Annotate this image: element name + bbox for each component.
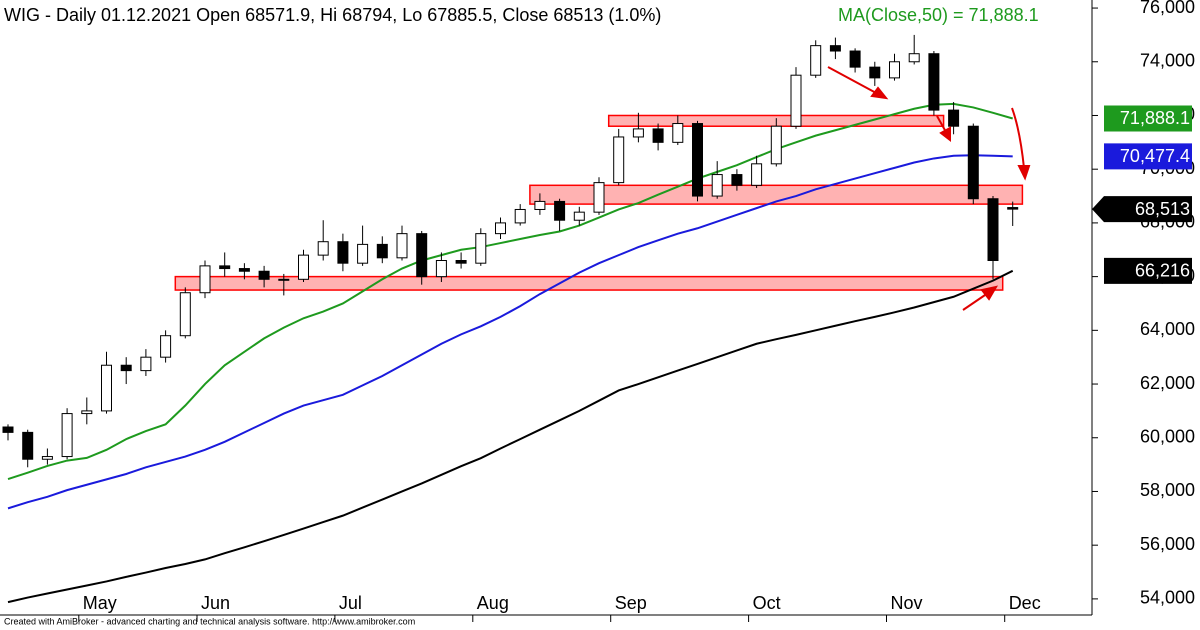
candle-body: [495, 222, 506, 235]
candle-body: [948, 109, 960, 127]
candle-body: [22, 431, 34, 460]
candle-body: [652, 128, 664, 143]
candle-body: [160, 335, 172, 358]
x-tick-label: Aug: [477, 593, 509, 613]
candle-body: [534, 200, 546, 210]
candle-body: [416, 233, 428, 278]
candle-body: [554, 200, 566, 221]
last-value-tag: [1092, 196, 1192, 223]
candle-body: [928, 53, 940, 111]
candle-body: [908, 53, 920, 63]
x-tick-label: Dec: [1009, 593, 1041, 613]
y-tick-label: 60,000: [1140, 427, 1195, 447]
candle-body: [357, 243, 369, 264]
candle-body: [711, 174, 723, 197]
candle-body: [889, 61, 900, 79]
last-value-tag: [1104, 257, 1192, 284]
candle-body: [731, 174, 743, 186]
footer: Created with AmiBroker - advanced charti…: [4, 616, 415, 626]
candle-body: [238, 268, 250, 272]
last-value-tag: [1104, 143, 1192, 170]
candle-body: [41, 456, 53, 460]
candle-body: [258, 270, 270, 280]
plot-area: [2, 34, 1024, 604]
candle-body: [967, 125, 979, 200]
candle-body: [869, 66, 881, 79]
candle-body: [514, 208, 526, 224]
arrow-head: [980, 285, 999, 301]
y-tick-label: 58,000: [1140, 480, 1195, 500]
ma-line: [7, 154, 1013, 510]
support-zone: [529, 184, 1024, 205]
ma-line: [7, 269, 1014, 604]
candle-body: [219, 265, 231, 270]
last-value-label: 70,477.4: [1120, 146, 1190, 166]
candle-body: [1007, 207, 1019, 210]
arrow: [962, 292, 989, 311]
candle-body: [376, 243, 388, 259]
candle-body: [573, 211, 585, 221]
arrows: [827, 66, 1031, 311]
y-tick-label: 62,000: [1140, 373, 1195, 393]
candle-body: [593, 182, 605, 213]
candle-body: [101, 364, 112, 412]
arrow: [827, 66, 879, 95]
candle-body: [61, 413, 73, 458]
ma-title: MA(Close,50) = 71,888.1: [838, 5, 1039, 25]
candle-body: [632, 128, 644, 138]
candle-body: [396, 233, 408, 259]
candle-body: [829, 45, 841, 52]
x-tick-label: Jun: [201, 593, 230, 613]
candle-body: [987, 198, 999, 262]
x-tick-label: Oct: [753, 593, 781, 613]
chart-title: WIG - Daily 01.12.2021 Open 68571.9, Hi …: [4, 5, 661, 25]
candle-body: [770, 125, 782, 165]
last-value-tag: [1104, 105, 1192, 132]
y-tick-label: 74,000: [1140, 51, 1195, 71]
candle-body: [140, 356, 152, 372]
candle-body: [751, 163, 763, 186]
last-value-label: 71,888.1: [1120, 108, 1190, 128]
candle-body: [849, 50, 861, 68]
candle-body: [298, 254, 309, 280]
last-value-label: 68,513: [1135, 199, 1190, 219]
candle-body: [475, 233, 487, 264]
candle-body: [455, 260, 467, 264]
candle-body: [613, 136, 625, 184]
candle-body: [692, 123, 703, 197]
arrow: [1011, 107, 1025, 169]
x-tick-label: Sep: [615, 593, 647, 613]
arrow-head: [870, 86, 889, 100]
y-tick-label: 56,000: [1140, 534, 1195, 554]
candle-body: [810, 45, 822, 76]
candle-body: [435, 260, 447, 278]
ma-line: [7, 102, 1013, 481]
candle-body: [790, 74, 802, 127]
candle-body: [278, 278, 290, 281]
candle-body: [337, 241, 349, 264]
candle-body: [120, 364, 132, 372]
arrow: [936, 115, 947, 133]
arrow-head: [1017, 165, 1031, 181]
x-tick-label: Nov: [891, 593, 923, 613]
candle-body: [672, 123, 684, 143]
y-tick-label: 54,000: [1140, 588, 1195, 608]
x-tick-label: Jul: [339, 593, 362, 613]
x-tick-label: May: [83, 593, 117, 613]
y-tick-label: 64,000: [1140, 319, 1195, 339]
candle-body: [179, 292, 191, 337]
y-tick-label: 76,000: [1140, 0, 1195, 17]
candle-body: [81, 410, 93, 415]
candle-body: [199, 265, 211, 294]
candle-body: [317, 241, 329, 256]
arrow-head: [939, 126, 951, 143]
candle-body: [2, 426, 14, 433]
last-value-label: 66,216: [1135, 261, 1190, 281]
